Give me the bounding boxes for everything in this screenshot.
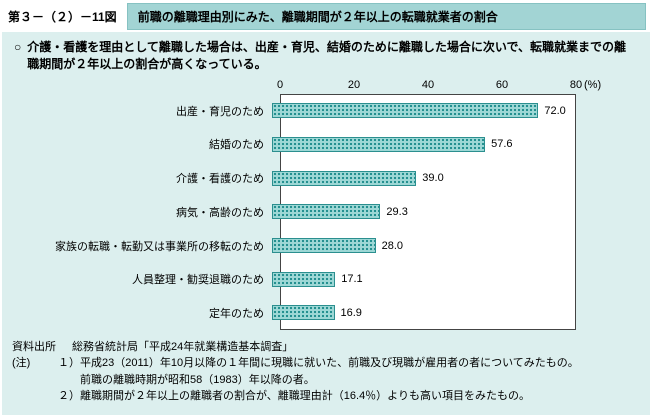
axis-tick: 0 [276, 78, 284, 91]
bullet-icon: ○ [14, 40, 22, 54]
bar-area: 17.1 [272, 262, 568, 296]
note-line: １）平成23（2011）年10月以降の１年間に現職に就いた、前職及び現職が雇用者… [58, 357, 579, 370]
bar-chart: 0 20 40 60 80 (%) 出産・育児のため 72.0 結婚のため [2, 78, 650, 330]
bar-area: 29.3 [272, 195, 568, 229]
bar [272, 238, 376, 254]
source-text: 総務省統計局「平成24年就業構造基本調査」 [72, 340, 294, 353]
bar [272, 103, 539, 119]
chart-row: 介護・看護のため 39.0 [2, 161, 576, 195]
category-label: 介護・看護のため [176, 173, 264, 186]
bar [272, 204, 381, 220]
figure-number: 第３－（２）－11図 [8, 9, 117, 24]
source-label: 資料出所 [12, 340, 56, 353]
chart-row: 家族の転職・転勤又は事業所の移転のため 28.0 [2, 229, 576, 263]
bar-area: 28.0 [272, 229, 568, 263]
category-label: 病気・高齢のため [176, 206, 264, 219]
chart-row: 定年のため 16.9 [2, 296, 576, 330]
category-label: 出産・育児のため [176, 105, 264, 118]
footer: 資料出所 総務省統計局「平成24年就業構造基本調査」 (注) １）平成23（20… [2, 330, 650, 405]
note-line: 前職の離職時期が昭和58（1983）年以降の者。 [80, 373, 315, 386]
bar [272, 305, 335, 321]
bar [272, 271, 336, 287]
value-label: 29.3 [386, 205, 408, 218]
category-label: 人員整理・勧奨退職のため [132, 274, 264, 287]
figure-title: 前職の離職理由別にみた、離職期間が２年以上の転職就業者の割合 [126, 2, 646, 30]
axis-tick: 60 [495, 78, 509, 91]
category-label: 家族の転職・転勤又は事業所の移転のため [55, 240, 264, 253]
bar [272, 170, 417, 186]
value-label: 17.1 [341, 273, 363, 286]
bar-area: 16.9 [272, 296, 568, 330]
chart-row: 出産・育児のため 72.0 [2, 94, 576, 128]
chart-row: 病気・高齢のため 29.3 [2, 195, 576, 229]
axis-tick: 20 [347, 78, 361, 91]
value-label: 72.0 [544, 104, 566, 117]
bar-area: 72.0 [272, 94, 568, 128]
x-axis: 0 20 40 60 80 (%) [276, 78, 601, 91]
summary-text: 介護・看護を理由として離職した場合は、出産・育児、結婚のために離職した場合に次い… [27, 40, 627, 72]
note-content: １）平成23（2011）年10月以降の１年間に現職に就いた、前職及び現職が雇用者… [58, 355, 579, 405]
source-row: 資料出所 総務省統計局「平成24年就業構造基本調査」 [12, 339, 642, 356]
content-panel: ○ 介護・看護を理由として離職した場合は、出産・育児、結婚のために離職した場合に… [2, 32, 650, 415]
axis-unit-label: (%) [584, 78, 602, 91]
summary-block: ○ 介護・看護を理由として離職した場合は、出産・育児、結婚のために離職した場合に… [2, 32, 650, 74]
value-label: 16.9 [340, 306, 362, 319]
note-line: ２）離職期間が２年以上の離職者の割合が、離職理由計（16.4％）よりも高い項目を… [58, 390, 530, 403]
note-label: (注) [12, 357, 31, 370]
note-block: (注) １）平成23（2011）年10月以降の１年間に現職に就いた、前職及び現職… [12, 355, 642, 405]
value-label: 57.6 [491, 138, 513, 151]
category-label: 定年のため [209, 307, 264, 320]
chart-row: 人員整理・勧奨退職のため 17.1 [2, 262, 576, 296]
bar-area: 57.6 [272, 128, 568, 162]
axis-tick: 80 [569, 78, 583, 91]
category-label: 結婚のため [209, 139, 264, 152]
bar-area: 39.0 [272, 161, 568, 195]
bar [272, 136, 486, 152]
figure-header: 第３－（２）－11図 前職の離職理由別にみた、離職期間が２年以上の転職就業者の割… [0, 0, 652, 30]
value-label: 28.0 [381, 239, 404, 252]
axis-tick: 40 [421, 78, 435, 91]
value-label: 39.0 [422, 172, 444, 185]
chart-row: 結婚のため 57.6 [2, 128, 576, 162]
chart-rows: 出産・育児のため 72.0 結婚のため 57.6 介護・看護のため [2, 94, 576, 330]
